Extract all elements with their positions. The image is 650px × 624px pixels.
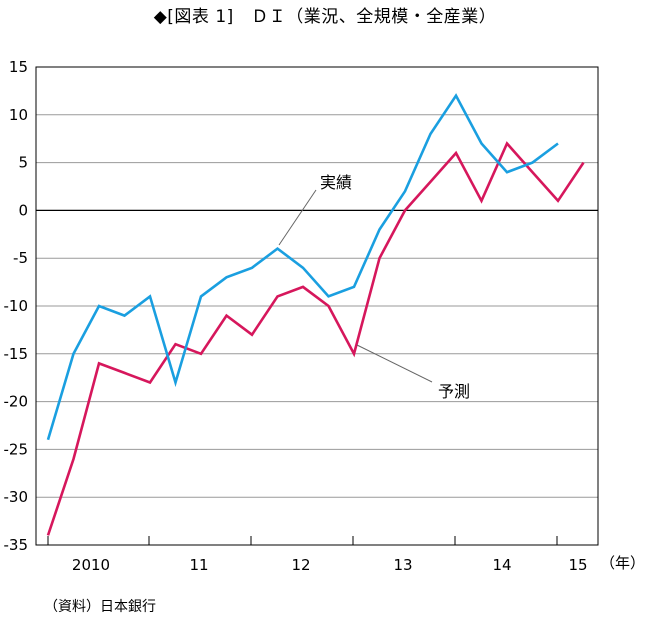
y-tick-label: -20 (4, 393, 29, 411)
y-tick-label: -10 (4, 297, 29, 315)
y-tick-labels: 15 10 5 0 -5 -10 -15 -20 -25 -30 -35 (4, 58, 29, 554)
y-tick-label: -15 (4, 345, 29, 363)
annotation-leader-yosoku (356, 344, 433, 383)
x-unit-label: （年） (600, 554, 645, 572)
x-tick-label: 12 (291, 556, 310, 574)
x-tick-label: 2010 (72, 556, 110, 574)
y-tick-label: -35 (4, 536, 29, 554)
gridlines (36, 114, 598, 498)
x-tick-label: 11 (189, 556, 208, 574)
plot-frame (35, 66, 599, 546)
y-tick-label: -30 (4, 488, 29, 506)
y-tick-label: 15 (9, 58, 28, 76)
series-line-yosoku (46, 141, 585, 536)
axes (35, 66, 599, 546)
annotation-leader-jisseki (278, 189, 317, 246)
y-tick-label: 5 (18, 154, 28, 172)
series-line-jisseki (46, 93, 559, 441)
chart-title: ◆[図表 1] ＤＩ（業況、全規模・全産業） (153, 7, 497, 27)
x-tick-labels: 2010 11 12 13 14 15 （年） (72, 554, 645, 574)
y-tick-label: 0 (18, 201, 28, 219)
source-note: （資料）日本銀行 (44, 599, 156, 615)
y-tick-label: -5 (13, 249, 28, 267)
series-lines (46, 93, 585, 536)
annotation-yosoku: 予測 (438, 382, 470, 401)
x-tick-label: 14 (492, 556, 511, 574)
x-tick-label: 13 (393, 556, 412, 574)
annotation-jisseki: 実績 (320, 173, 352, 192)
x-tick-label: 15 (568, 556, 587, 574)
y-tick-label: -25 (4, 440, 29, 458)
y-tick-label: 10 (9, 106, 28, 124)
